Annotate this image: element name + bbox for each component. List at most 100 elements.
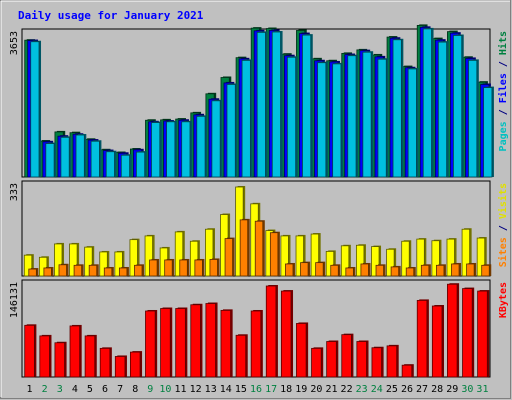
bar: [54, 342, 65, 378]
panel-max-label: 146131: [9, 282, 20, 318]
bar: [310, 233, 320, 277]
panel-side-legend: Pages / Files / Hits: [497, 31, 509, 151]
bar: [362, 51, 372, 178]
series-sites: [28, 218, 492, 277]
bar: [205, 303, 216, 378]
bar: [118, 267, 128, 277]
bar: [315, 262, 324, 277]
bar: [330, 264, 339, 277]
day-label: 9: [147, 384, 153, 395]
bar: [114, 356, 126, 378]
bar: [386, 345, 398, 378]
day-label: 18: [280, 384, 292, 395]
bar: [446, 238, 455, 277]
bar: [437, 41, 448, 178]
day-label: 31: [476, 384, 488, 395]
bar: [420, 264, 430, 277]
bar: [271, 31, 281, 178]
bar: [341, 334, 352, 378]
bar: [375, 264, 384, 277]
bar: [345, 267, 354, 277]
bar: [254, 220, 264, 277]
bar: [280, 235, 289, 277]
day-label: 15: [235, 384, 247, 395]
bar: [436, 264, 445, 277]
bar: [405, 267, 415, 277]
bar: [209, 259, 218, 277]
panel-max-label: 333: [9, 183, 20, 201]
bar: [211, 100, 221, 178]
side-legend-part: Files: [497, 73, 509, 103]
day-label: 7: [117, 384, 123, 395]
day-label: 8: [132, 384, 138, 395]
bar: [220, 309, 232, 378]
bar: [416, 238, 425, 277]
day-label: 6: [102, 384, 108, 395]
day-label: 29: [446, 384, 458, 395]
bar: [181, 121, 191, 178]
day-label: 19: [295, 384, 307, 395]
day-label: 4: [72, 384, 78, 395]
panel-pages-files-hits: 3653 Pages / Files / Hits: [9, 24, 509, 178]
bar: [325, 251, 335, 277]
bar: [401, 240, 410, 277]
bar: [466, 263, 475, 277]
bar: [296, 323, 307, 378]
bar: [189, 240, 199, 277]
bar: [483, 87, 493, 178]
day-label: 25: [386, 384, 398, 395]
chart-title: Daily usage for January 2021: [18, 9, 204, 22]
bar: [149, 259, 158, 277]
bar: [30, 41, 40, 178]
side-legend-part: Sites: [497, 237, 509, 267]
bar: [73, 264, 83, 277]
bar: [317, 62, 327, 178]
bar: [476, 237, 486, 277]
bar: [196, 115, 206, 178]
panel-sites-visits: 333 Sites / Visits: [9, 180, 509, 277]
day-label: 22: [341, 384, 353, 395]
bar: [135, 151, 146, 178]
bar: [340, 245, 350, 277]
day-label: 13: [205, 384, 217, 395]
bar: [295, 235, 304, 277]
bar: [239, 219, 249, 277]
bar: [462, 288, 473, 378]
bar: [145, 310, 156, 378]
panel-max-label: 3653: [9, 31, 20, 55]
bar: [461, 228, 471, 277]
bar: [88, 264, 98, 277]
day-label: 5: [87, 384, 93, 395]
bar: [390, 266, 400, 277]
day-label: 2: [42, 384, 48, 395]
bar: [144, 235, 153, 277]
bar: [60, 136, 70, 178]
bar: [302, 34, 312, 178]
bar: [269, 232, 279, 277]
bar: [205, 228, 214, 277]
bar: [90, 140, 100, 178]
bar: [265, 285, 277, 378]
bar: [38, 256, 48, 277]
bar: [160, 308, 171, 378]
panel-side-legend: Sites / Visits: [497, 183, 509, 267]
bar: [453, 35, 463, 178]
bar: [120, 154, 131, 178]
bar: [99, 251, 108, 277]
bar: [355, 244, 365, 277]
side-legend-part: /: [498, 219, 509, 237]
bar: [377, 58, 387, 178]
bar: [256, 31, 266, 178]
bar: [99, 347, 111, 378]
bar: [235, 334, 247, 378]
bar: [28, 268, 37, 277]
day-label: 28: [431, 384, 443, 395]
bar: [371, 347, 383, 378]
bar: [179, 259, 188, 277]
bar: [24, 324, 35, 378]
day-labels: 1 2 3 4 5 6 7 8 9 10 11 12 13 14 15 16 17 18 19 20 21 22 23 24 2…: [27, 384, 489, 395]
bar: [300, 262, 309, 277]
day-label: 30: [461, 384, 473, 395]
bar: [75, 134, 85, 178]
